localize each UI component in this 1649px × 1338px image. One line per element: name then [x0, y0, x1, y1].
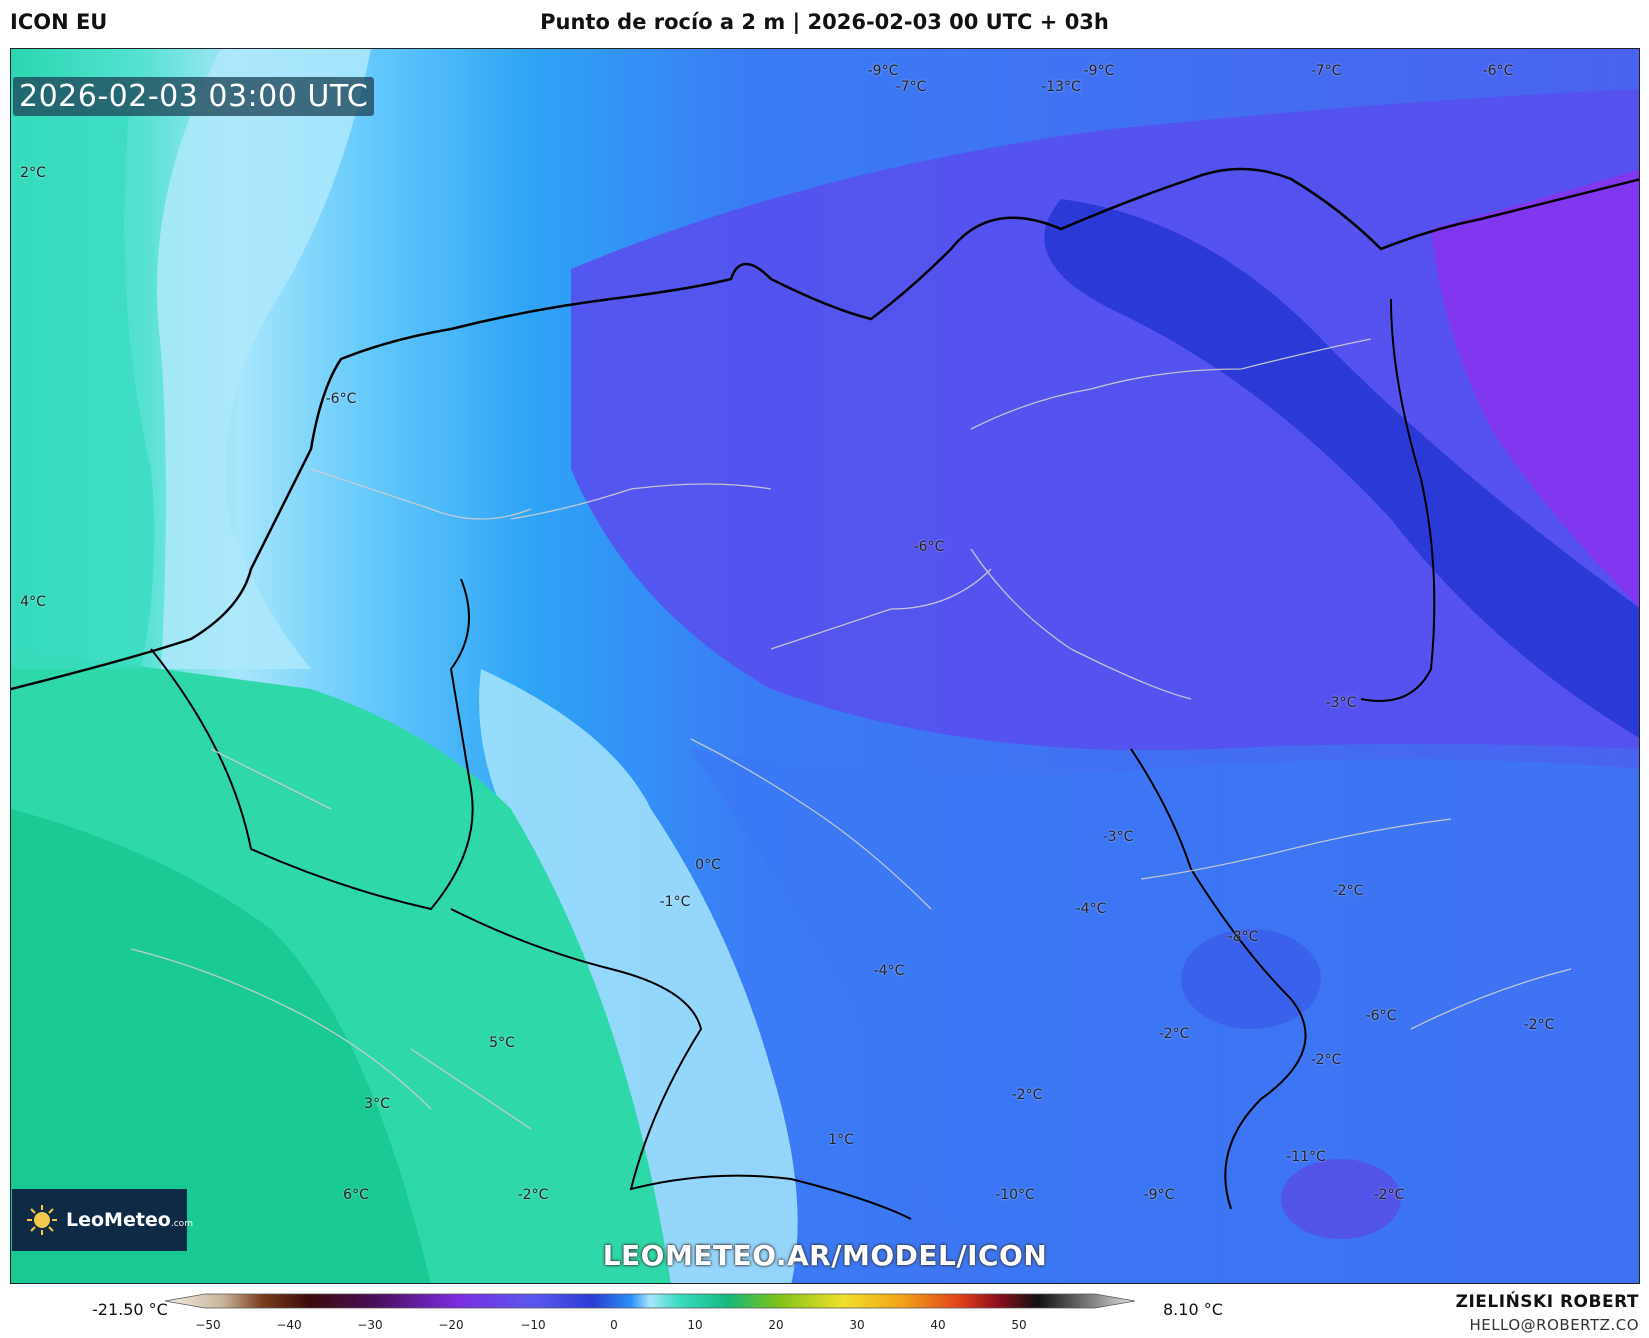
colorbar: [165, 1293, 1135, 1309]
temperature-label: -4°C: [1075, 901, 1107, 917]
temperature-label: -10°C: [995, 1187, 1035, 1203]
colorbar-max-label: 8.10 °C: [1163, 1300, 1223, 1319]
temperature-label: 0°C: [695, 857, 721, 873]
colorbar-tick: 20: [768, 1318, 784, 1332]
colorbar-min-label: -21.50 °C: [92, 1300, 168, 1319]
colorbar-tick: 50: [1011, 1318, 1027, 1332]
temperature-label: -7°C: [895, 79, 927, 95]
temperature-label: -2°C: [1523, 1017, 1555, 1033]
temperature-label: -3°C: [1102, 829, 1134, 845]
colorbar-tick: 40: [930, 1318, 946, 1332]
green-northwest: [11, 89, 155, 669]
colorbar-tick: 30: [849, 1318, 865, 1332]
temperature-label: -13°C: [1041, 79, 1081, 95]
colorbar-tick: −30: [357, 1318, 383, 1332]
temperature-label: -2°C: [517, 1187, 549, 1203]
temperature-label: -4°C: [873, 963, 905, 979]
temperature-label: -9°C: [1083, 63, 1115, 79]
cold-spot: [1281, 1159, 1401, 1239]
temperature-label: -2°C: [1011, 1087, 1043, 1103]
temperature-label: -6°C: [1482, 63, 1514, 79]
temperature-label: 2°C: [20, 165, 46, 181]
temperature-label: 1°C: [828, 1132, 854, 1148]
temperature-label: -2°C: [1332, 883, 1364, 899]
temperature-label: -6°C: [913, 539, 945, 555]
light-band: [157, 49, 371, 669]
temperature-label: -6°C: [1365, 1008, 1397, 1024]
temperature-label: -8°C: [1227, 929, 1259, 945]
colorbar-tick: −40: [276, 1318, 302, 1332]
valid-time-badge: 2026-02-03 03:00 UTC: [13, 77, 375, 116]
sun-icon: [26, 1204, 58, 1236]
leometeo-logo: LeoMeteo.com: [12, 1189, 193, 1251]
regional-borders: [130, 338, 1572, 1130]
temperature-label: -7°C: [1310, 63, 1342, 79]
deep-blue-band: [1044, 199, 1639, 738]
light-tongue: [479, 669, 798, 1283]
temperature-label: 6°C: [343, 1187, 369, 1203]
temperature-label: -6°C: [325, 391, 357, 407]
violet-core: [571, 89, 1639, 751]
temperature-label: 5°C: [489, 1035, 515, 1051]
colorbar-tick: 10: [687, 1318, 703, 1332]
model-name: ICON EU: [10, 10, 108, 34]
blue-south: [691, 749, 1639, 1283]
temperature-label: -9°C: [867, 63, 899, 79]
temperature-label: -2°C: [1158, 1026, 1190, 1042]
temperature-label: -9°C: [1143, 1187, 1175, 1203]
national-borders: [150, 298, 1436, 1220]
temperature-label: -1°C: [659, 894, 691, 910]
temperature-label: -11°C: [1286, 1149, 1326, 1165]
colorbar-tick: −10: [520, 1318, 546, 1332]
watermark-url: LEOMETEO.AR/MODEL/ICON: [602, 1239, 1048, 1272]
temperature-label: -2°C: [1310, 1052, 1342, 1068]
logo-text: LeoMeteo.com: [66, 1209, 193, 1231]
temperature-label: 3°C: [364, 1096, 390, 1112]
cold-spot: [1181, 929, 1321, 1029]
colorbar-tick: −50: [195, 1318, 221, 1332]
purple-region: [1431, 169, 1639, 607]
temperature-label: -3°C: [1325, 695, 1357, 711]
map-canvas: [11, 49, 1639, 1283]
author-name: ZIELIŃSKI ROBERT: [1455, 1292, 1639, 1312]
temperature-label: -2°C: [1373, 1187, 1405, 1203]
colorbar-tick: −20: [438, 1318, 464, 1332]
deep-green: [11, 809, 431, 1283]
author-email: HELLO@ROBERTZ.CO: [1469, 1316, 1639, 1334]
map-title: Punto de rocío a 2 m | 2026-02-03 00 UTC…: [540, 10, 1109, 34]
dewpoint-map[interactable]: 2026-02-03 03:00 UTC 2°C 4°C -6°C -9°C -7°C -…: [10, 48, 1640, 1284]
temperature-label: 4°C: [20, 594, 46, 610]
colorbar-tick: 0: [610, 1318, 618, 1332]
coastline: [11, 167, 1639, 691]
